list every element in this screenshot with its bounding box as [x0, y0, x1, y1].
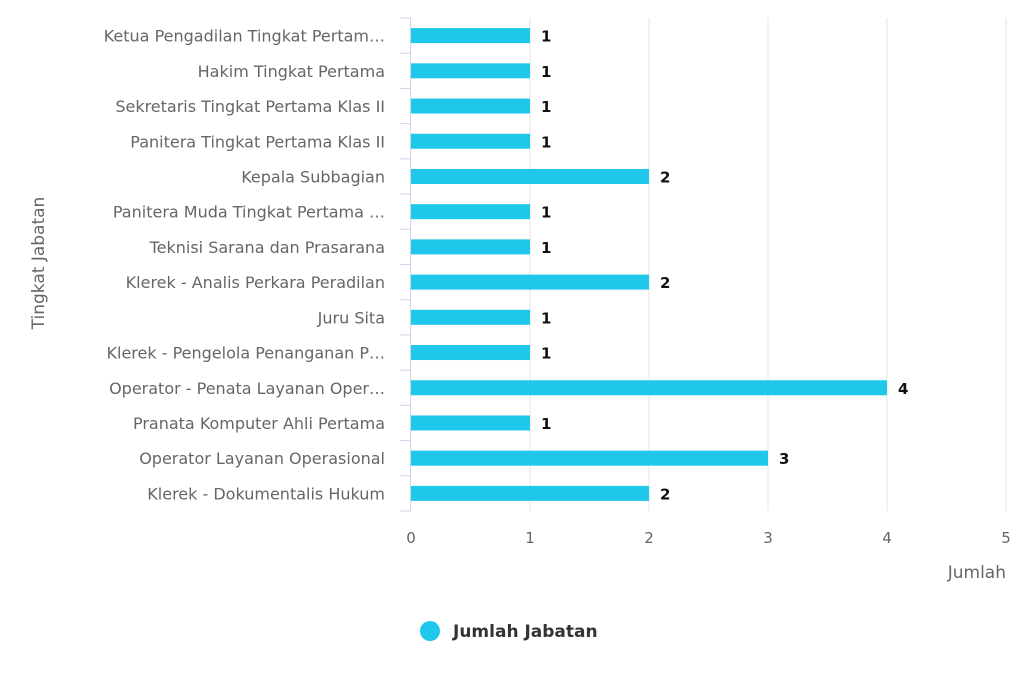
category-label: Operator - Penata Layanan Oper…: [109, 379, 385, 398]
category-label: Operator Layanan Operasional: [139, 449, 385, 468]
bar[interactable]: [411, 168, 649, 184]
x-tick-label: 1: [525, 529, 535, 547]
x-tick-label: 3: [763, 529, 773, 547]
data-label: 1: [541, 345, 551, 363]
data-label: 2: [660, 485, 670, 503]
data-label: 1: [541, 204, 551, 222]
legend-marker-icon: [420, 621, 440, 641]
x-tick-label: 4: [882, 529, 892, 547]
x-axis-title: Jumlah: [947, 563, 1006, 583]
data-labels: 1 1 1 1 2 1 1 2 1 1 4 1 3 2: [541, 28, 908, 504]
x-tick-label: 2: [644, 529, 654, 547]
bar[interactable]: [411, 98, 530, 114]
category-label: Kepala Subbagian: [241, 167, 385, 186]
data-label: 1: [541, 133, 551, 151]
data-label: 1: [541, 98, 551, 116]
data-label: 1: [541, 415, 551, 433]
gridlines: [529, 18, 1007, 511]
category-label: Hakim Tingkat Pertama: [198, 62, 385, 81]
bar[interactable]: [411, 63, 530, 79]
data-label: 1: [541, 239, 551, 257]
bar[interactable]: [411, 133, 530, 149]
category-label: Pranata Komputer Ahli Pertama: [133, 414, 385, 433]
bar[interactable]: [411, 274, 649, 290]
category-axis: Ketua Pengadilan Tingkat Pertam… Hakim Ti…: [104, 17, 411, 512]
data-label: 1: [541, 28, 551, 46]
category-label: Teknisi Sarana dan Prasarana: [149, 238, 385, 257]
bar[interactable]: [411, 309, 530, 325]
bar[interactable]: [411, 239, 530, 255]
category-label: Juru Sita: [317, 308, 385, 327]
data-label: 1: [541, 63, 551, 81]
category-label: Panitera Tingkat Pertama Klas II: [130, 132, 385, 151]
category-label: Klerek - Analis Perkara Peradilan: [126, 273, 385, 292]
category-label: Klerek - Dokumentalis Hukum: [147, 484, 385, 503]
legend[interactable]: Jumlah Jabatan: [420, 621, 598, 642]
bar[interactable]: [411, 450, 768, 466]
bar[interactable]: [411, 345, 530, 361]
value-axis-ticks: 0 1 2 3 4 5: [406, 529, 1011, 547]
x-tick-label: 0: [406, 529, 416, 547]
category-label: Sekretaris Tingkat Pertama Klas II: [115, 97, 385, 116]
legend-label: Jumlah Jabatan: [452, 622, 598, 642]
category-label: Klerek - Pengelola Penanganan P…: [107, 344, 385, 363]
bar[interactable]: [411, 28, 530, 44]
category-label: Panitera Muda Tingkat Pertama …: [113, 203, 385, 222]
bar[interactable]: [411, 415, 530, 431]
data-label: 4: [898, 380, 908, 398]
data-label: 2: [660, 168, 670, 186]
bar[interactable]: [411, 204, 530, 220]
category-label: Ketua Pengadilan Tingkat Pertam…: [104, 27, 385, 46]
y-axis-title: Tingkat Jabatan: [29, 197, 49, 331]
data-label: 2: [660, 274, 670, 292]
bar[interactable]: [411, 485, 649, 501]
x-tick-label: 5: [1001, 529, 1011, 547]
data-label: 3: [779, 450, 789, 468]
bar[interactable]: [411, 380, 887, 396]
data-label: 1: [541, 309, 551, 327]
bar-series: [411, 28, 887, 501]
